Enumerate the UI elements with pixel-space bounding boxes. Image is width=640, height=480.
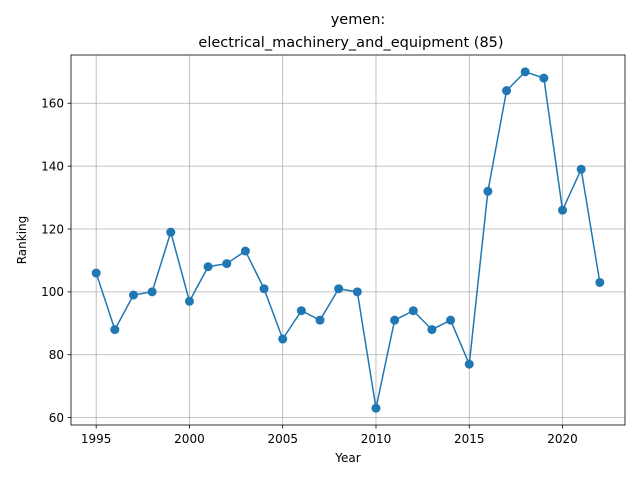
x-tick-label: 2000: [174, 432, 205, 446]
series-line: [95, 70, 601, 409]
data-point: [595, 277, 605, 287]
data-point: [483, 186, 493, 196]
x-axis-label: Year: [334, 451, 360, 465]
y-tick-label: 60: [49, 411, 64, 425]
chart-title-line1: yemen:: [331, 12, 386, 28]
y-tick-label: 140: [41, 159, 64, 173]
data-point: [166, 227, 176, 237]
data-point: [446, 315, 456, 325]
data-point: [408, 306, 418, 316]
data-point: [427, 325, 437, 335]
data-point: [371, 403, 381, 413]
data-point: [390, 315, 400, 325]
y-tick-label: 120: [41, 222, 64, 236]
data-point: [539, 73, 549, 83]
chart-title-line2: electrical_machinery_and_equipment (85): [198, 35, 503, 51]
data-point: [352, 287, 362, 297]
data-point: [502, 86, 512, 96]
x-tick-label: 2020: [547, 432, 578, 446]
data-point: [464, 359, 474, 369]
data-point: [520, 67, 530, 77]
data-point: [558, 205, 568, 215]
grid-lines: [71, 55, 625, 425]
data-point: [128, 290, 138, 300]
data-point: [110, 325, 120, 335]
data-point: [184, 296, 194, 306]
x-tick-label: 1995: [81, 432, 112, 446]
data-point: [278, 334, 288, 344]
data-point: [147, 287, 157, 297]
y-axis-label: Ranking: [15, 216, 29, 265]
data-point: [334, 284, 344, 294]
data-point: [203, 262, 213, 272]
plot-area-frame: [70, 54, 626, 426]
data-point: [240, 246, 250, 256]
x-tick-label: 2015: [454, 432, 485, 446]
data-point: [91, 268, 101, 278]
data-point: [296, 306, 306, 316]
data-point: [222, 259, 232, 269]
data-point: [315, 315, 325, 325]
y-tick-label: 80: [49, 348, 64, 362]
x-tick-label: 2005: [267, 432, 298, 446]
data-point: [259, 284, 269, 294]
y-tick-label: 160: [41, 97, 64, 111]
series-layer: [91, 67, 605, 413]
axis-ticks: 1995 2000 2005 2010 2015 2020 60 80 100 120 140 160: [41, 97, 578, 446]
data-point: [576, 164, 586, 174]
y-tick-label: 100: [41, 285, 64, 299]
x-tick-label: 2010: [361, 432, 392, 446]
